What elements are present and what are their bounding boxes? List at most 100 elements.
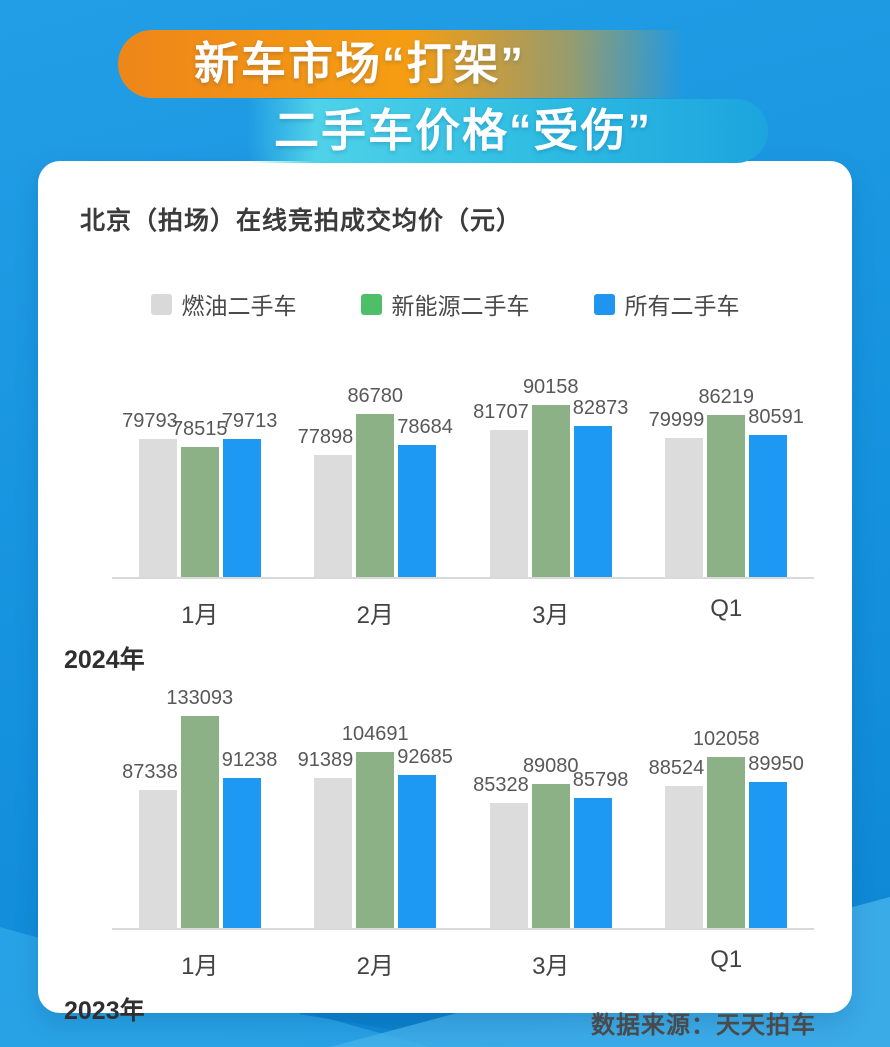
legend-swatch-fuel — [150, 293, 172, 315]
chart-card: 北京（拍场）在线竞拍成交均价（元） 燃油二手车 新能源二手车 所有二手车 79793… — [38, 161, 852, 1039]
category-label: 2月 — [356, 602, 394, 629]
chart-subtitle: 北京（拍场）在线竞拍成交均价（元） — [80, 207, 523, 235]
bar-wrap-nev: 89080 — [523, 680, 579, 928]
bar-wrap-all: 78684 — [397, 371, 453, 577]
bar-wrap-fuel: 77898 — [298, 371, 353, 577]
bar-fuel — [489, 803, 528, 928]
bar-nev — [531, 405, 570, 577]
legend-item-fuel: 燃油二手车 — [150, 287, 297, 321]
bar-value-label: 79713 — [221, 410, 278, 432]
bar-wrap-all: 82873 — [573, 371, 628, 577]
bar-nev — [356, 414, 395, 577]
bar-value-label: 133093 — [166, 687, 234, 709]
bar-fuel — [138, 439, 177, 577]
bar-wrap-all: 91238 — [222, 680, 277, 928]
bar-wrap-all: 79713 — [222, 371, 277, 577]
bar-value-label: 82873 — [572, 397, 629, 419]
title-line-2: 二手车价格“受伤” — [248, 99, 768, 163]
bar-wrap-fuel: 91389 — [298, 680, 353, 928]
bar-wrap-nev: 86219 — [698, 371, 754, 577]
bar-value-label: 79999 — [648, 409, 705, 431]
bar-wrap-all: 89950 — [748, 680, 804, 928]
category-row: 1月 2月 3月 Q1 — [112, 946, 814, 981]
category-label: 3月 — [532, 602, 570, 629]
category-row: 1月 2月 3月 Q1 — [112, 595, 814, 630]
bar-wrap-nev: 133093 — [166, 680, 233, 928]
title-line-1-text: 新车市场“打架” — [194, 38, 526, 89]
legend-swatch-all — [593, 293, 615, 315]
bar-value-label: 89080 — [522, 755, 579, 777]
bar-all — [573, 426, 612, 577]
bar-group-Q1: 79999 86219 80591 — [639, 371, 815, 577]
bar-value-label: 104691 — [341, 723, 409, 745]
title-line-2-text: 二手车价格“受伤” — [274, 105, 653, 156]
bar-all — [222, 439, 261, 577]
bar-value-label: 77898 — [297, 426, 354, 448]
bar-all — [749, 782, 788, 928]
bar-value-label: 87338 — [122, 761, 178, 783]
year-label: 2023年 — [64, 997, 145, 1025]
chart-plot: 79793 78515 79713 77898 86780 78684 81707 90158… — [112, 371, 814, 579]
category-label: Q1 — [710, 595, 743, 622]
category-label: 1月 — [181, 602, 219, 629]
bar-all — [749, 435, 788, 577]
bar-wrap-nev: 86780 — [347, 371, 403, 577]
bar-value-label: 88524 — [648, 757, 705, 779]
bar-group-Q1: 88524 102058 89950 — [639, 680, 815, 928]
bar-wrap-fuel: 81707 — [473, 371, 529, 577]
bar-value-label: 85328 — [473, 774, 529, 796]
bar-wrap-all: 85798 — [573, 680, 628, 928]
chart-2024: 79793 78515 79713 77898 86780 78684 81707 90158… — [38, 371, 852, 674]
bar-value-label: 81707 — [473, 401, 529, 423]
bar-wrap-nev: 104691 — [342, 680, 409, 928]
category-label: 2月 — [356, 953, 394, 980]
bar-wrap-nev: 102058 — [693, 680, 760, 928]
bar-group-2月: 91389 104691 92685 — [288, 680, 464, 928]
bar-value-label: 90158 — [522, 376, 579, 398]
bar-value-label: 86780 — [347, 385, 404, 407]
bar-nev — [707, 415, 746, 577]
legend-label-nev: 新能源二手车 — [391, 293, 530, 319]
year-label: 2024年 — [64, 646, 145, 674]
chart-plot: 87338 133093 91238 91389 104691 92685 85328 890… — [112, 680, 814, 930]
category-label: Q1 — [710, 946, 743, 973]
bar-value-label: 91238 — [221, 749, 278, 771]
bar-value-label: 86219 — [698, 386, 755, 408]
bar-nev — [356, 752, 395, 928]
bar-fuel — [138, 790, 177, 928]
bar-value-label: 80591 — [748, 406, 804, 428]
bar-nev — [180, 716, 219, 928]
bar-all — [398, 445, 437, 577]
bar-wrap-fuel: 85328 — [473, 680, 529, 928]
bar-wrap-fuel: 87338 — [122, 680, 178, 928]
bar-value-label: 78684 — [397, 416, 453, 438]
legend-swatch-nev — [360, 293, 382, 315]
bar-all — [398, 775, 437, 928]
bar-nev — [707, 757, 746, 928]
bar-wrap-nev: 78515 — [172, 371, 228, 577]
bar-nev — [180, 447, 219, 577]
bar-wrap-fuel: 79793 — [122, 371, 178, 577]
legend-item-nev: 新能源二手车 — [360, 287, 530, 321]
bar-all — [573, 798, 612, 928]
bar-value-label: 91389 — [297, 749, 354, 771]
data-source: 数据来源：天天拍车 — [591, 1012, 816, 1039]
category-label: 1月 — [181, 953, 219, 980]
bar-value-label: 78515 — [171, 418, 228, 440]
bar-wrap-nev: 90158 — [523, 371, 579, 577]
bar-fuel — [489, 430, 528, 577]
bar-group-1月: 79793 78515 79713 — [112, 371, 288, 577]
bar-nev — [531, 784, 570, 928]
bar-fuel — [314, 778, 353, 928]
legend-label-fuel: 燃油二手车 — [181, 293, 297, 319]
bar-group-2月: 77898 86780 78684 — [288, 371, 464, 577]
legend-label-all: 所有二手车 — [624, 293, 740, 319]
bar-value-label: 92685 — [397, 746, 453, 768]
bar-group-3月: 81707 90158 82873 — [463, 371, 639, 577]
chart-2023: 87338 133093 91238 91389 104691 92685 85328 890… — [38, 680, 852, 1025]
category-label: 3月 — [532, 953, 570, 980]
bar-all — [222, 778, 261, 928]
bar-value-label: 85798 — [572, 769, 629, 791]
bar-wrap-all: 80591 — [748, 371, 804, 577]
bar-fuel — [665, 438, 704, 577]
